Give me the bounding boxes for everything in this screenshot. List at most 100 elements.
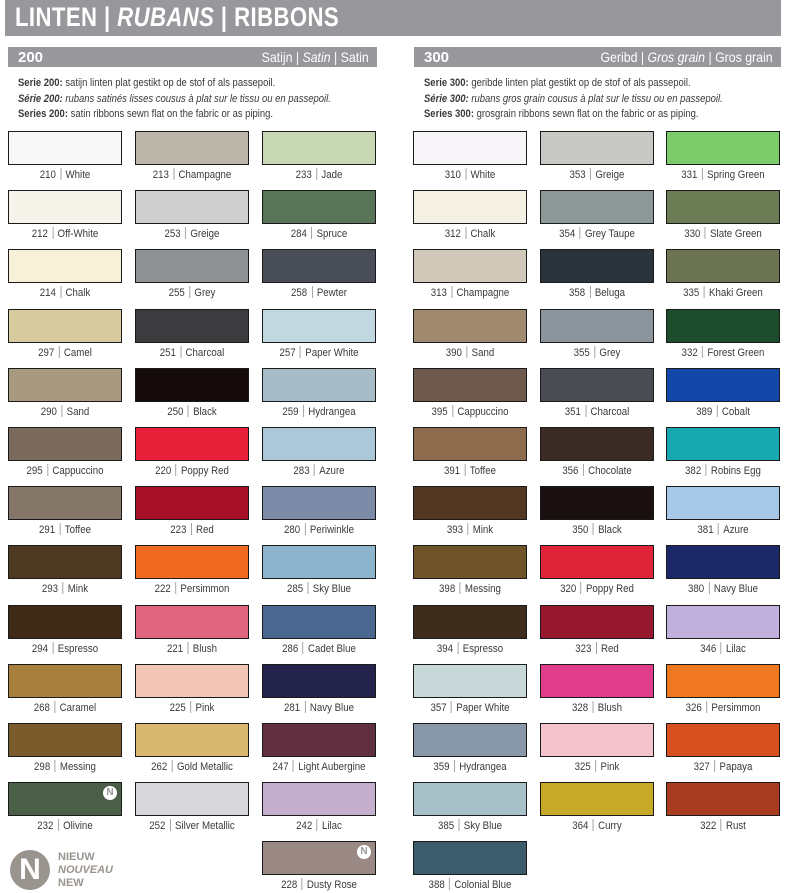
desc-label: Series 300: bbox=[424, 108, 474, 120]
swatch-code: 214 bbox=[39, 287, 56, 299]
title-fr: RUBANS bbox=[117, 2, 215, 32]
swatch-code: 213 bbox=[152, 169, 169, 181]
swatch-name: Hydrangea bbox=[308, 406, 356, 418]
swatch-code: 253 bbox=[164, 228, 181, 240]
swatch-color bbox=[262, 723, 376, 757]
swatch-code: 391 bbox=[443, 465, 461, 477]
swatch-code: 293 bbox=[41, 583, 59, 595]
swatch-code: 354 bbox=[559, 228, 576, 240]
color-swatch: 255 Grey bbox=[135, 249, 249, 299]
color-swatch: 220 Poppy Red bbox=[135, 427, 249, 477]
swatch-color bbox=[666, 723, 780, 757]
divider bbox=[580, 582, 582, 594]
title-en: RIBBONS bbox=[234, 2, 340, 32]
swatch-color bbox=[135, 782, 249, 816]
color-swatch: 325 Pink bbox=[540, 723, 654, 773]
color-swatch: 381 Azure bbox=[666, 486, 780, 536]
swatch-code: 359 bbox=[433, 761, 450, 773]
swatch-color bbox=[540, 368, 654, 402]
swatch-label: 327 Papaya bbox=[673, 760, 773, 773]
desc-label: Serie 200: bbox=[18, 77, 63, 89]
divider bbox=[187, 642, 189, 654]
swatch-code: 380 bbox=[688, 583, 705, 595]
divider bbox=[316, 819, 318, 831]
swatch-color bbox=[8, 545, 122, 579]
color-swatch: 328 Blush bbox=[540, 664, 654, 714]
desc-label: Série 300: bbox=[424, 92, 469, 105]
swatch-name: Cobalt bbox=[721, 406, 750, 418]
swatch-label: 359 Hydrangea bbox=[420, 760, 520, 773]
divider bbox=[304, 701, 306, 713]
swatch-name: Sky Blue bbox=[312, 583, 352, 595]
swatch-label: 312 Chalk bbox=[420, 227, 520, 240]
color-swatch: 356 Chocolate bbox=[540, 427, 654, 477]
divider bbox=[595, 642, 597, 654]
divider bbox=[594, 346, 596, 358]
title-nl: LINTEN bbox=[15, 2, 98, 32]
divider bbox=[313, 464, 315, 476]
series-200-description: Serie 200: satijn linten plat gestikt op… bbox=[18, 76, 331, 123]
swatch-color bbox=[8, 664, 122, 698]
swatch-code: 284 bbox=[290, 228, 307, 240]
swatch-name: Beluga bbox=[594, 287, 625, 299]
desc-label: Series 200: bbox=[18, 108, 68, 120]
swatch-color bbox=[262, 190, 376, 224]
title-separator: | bbox=[220, 2, 228, 32]
swatch-name: Persimmon bbox=[180, 583, 230, 595]
color-swatch: 213 Champagne bbox=[135, 131, 249, 181]
swatch-color bbox=[413, 841, 527, 875]
swatch-code: 286 bbox=[282, 643, 299, 655]
swatch-code: 232 bbox=[37, 820, 54, 832]
color-swatch: 286 Cadet Blue bbox=[262, 605, 376, 655]
swatch-label: 335 Khaki Green bbox=[673, 286, 773, 299]
swatch-color bbox=[262, 427, 376, 461]
swatch-color bbox=[666, 190, 780, 224]
swatch-color bbox=[413, 545, 527, 579]
color-swatch: 298 Messing bbox=[8, 723, 122, 773]
divider bbox=[464, 464, 466, 476]
swatch-color bbox=[135, 309, 249, 343]
swatch-code: 225 bbox=[169, 702, 186, 714]
swatch-name: Robins Egg bbox=[710, 465, 761, 477]
color-swatch: 291 Toffee bbox=[8, 486, 122, 536]
color-swatch: 385 Sky Blue bbox=[413, 782, 527, 832]
swatch-code: 390 bbox=[445, 347, 462, 359]
color-swatch: 331 Spring Green bbox=[666, 131, 780, 181]
divider bbox=[175, 464, 177, 476]
color-swatch: 312 Chalk bbox=[413, 190, 527, 240]
divider bbox=[59, 523, 61, 535]
swatch-label: 268 Caramel bbox=[15, 701, 115, 714]
swatch-code: 351 bbox=[564, 406, 581, 418]
divider bbox=[582, 464, 584, 476]
series-300-description: Serie 300: geribde linten plat gestikt o… bbox=[424, 76, 723, 123]
swatch-color bbox=[666, 545, 780, 579]
swatch-label: 280 Periwinkle bbox=[269, 523, 369, 536]
divider bbox=[173, 168, 175, 180]
divider bbox=[185, 227, 186, 239]
series-name-fr: Gros grain bbox=[647, 49, 706, 65]
swatch-label: 325 Pink bbox=[547, 760, 647, 773]
page-title: LINTEN | RUBANS | RIBBONS bbox=[15, 2, 339, 33]
swatch-code: 393 bbox=[446, 524, 464, 536]
swatch-color bbox=[413, 368, 527, 402]
swatch-color bbox=[8, 427, 122, 461]
series-name-en: Satin bbox=[340, 49, 369, 65]
swatch-code: 394 bbox=[436, 643, 454, 655]
divider bbox=[449, 878, 450, 890]
swatch-color bbox=[413, 249, 527, 283]
color-swatch: 389 Cobalt bbox=[666, 368, 780, 418]
swatch-color bbox=[135, 427, 249, 461]
swatch-label: 253 Greige bbox=[142, 227, 242, 240]
divider bbox=[52, 227, 54, 239]
new-badge-icon: N bbox=[357, 845, 371, 859]
swatch-name: Toffee bbox=[469, 465, 497, 477]
swatch-label: 332 Forest Green bbox=[673, 346, 773, 359]
swatch-color bbox=[540, 190, 654, 224]
color-swatch: 327 Papaya bbox=[666, 723, 780, 773]
swatch-code: 222 bbox=[154, 583, 171, 595]
swatch-code: 320 bbox=[560, 583, 577, 595]
color-swatch: 320 Poppy Red bbox=[540, 545, 654, 595]
swatch-color bbox=[413, 723, 527, 757]
swatch-color bbox=[666, 249, 780, 283]
swatch-name: Espresso bbox=[57, 643, 99, 655]
